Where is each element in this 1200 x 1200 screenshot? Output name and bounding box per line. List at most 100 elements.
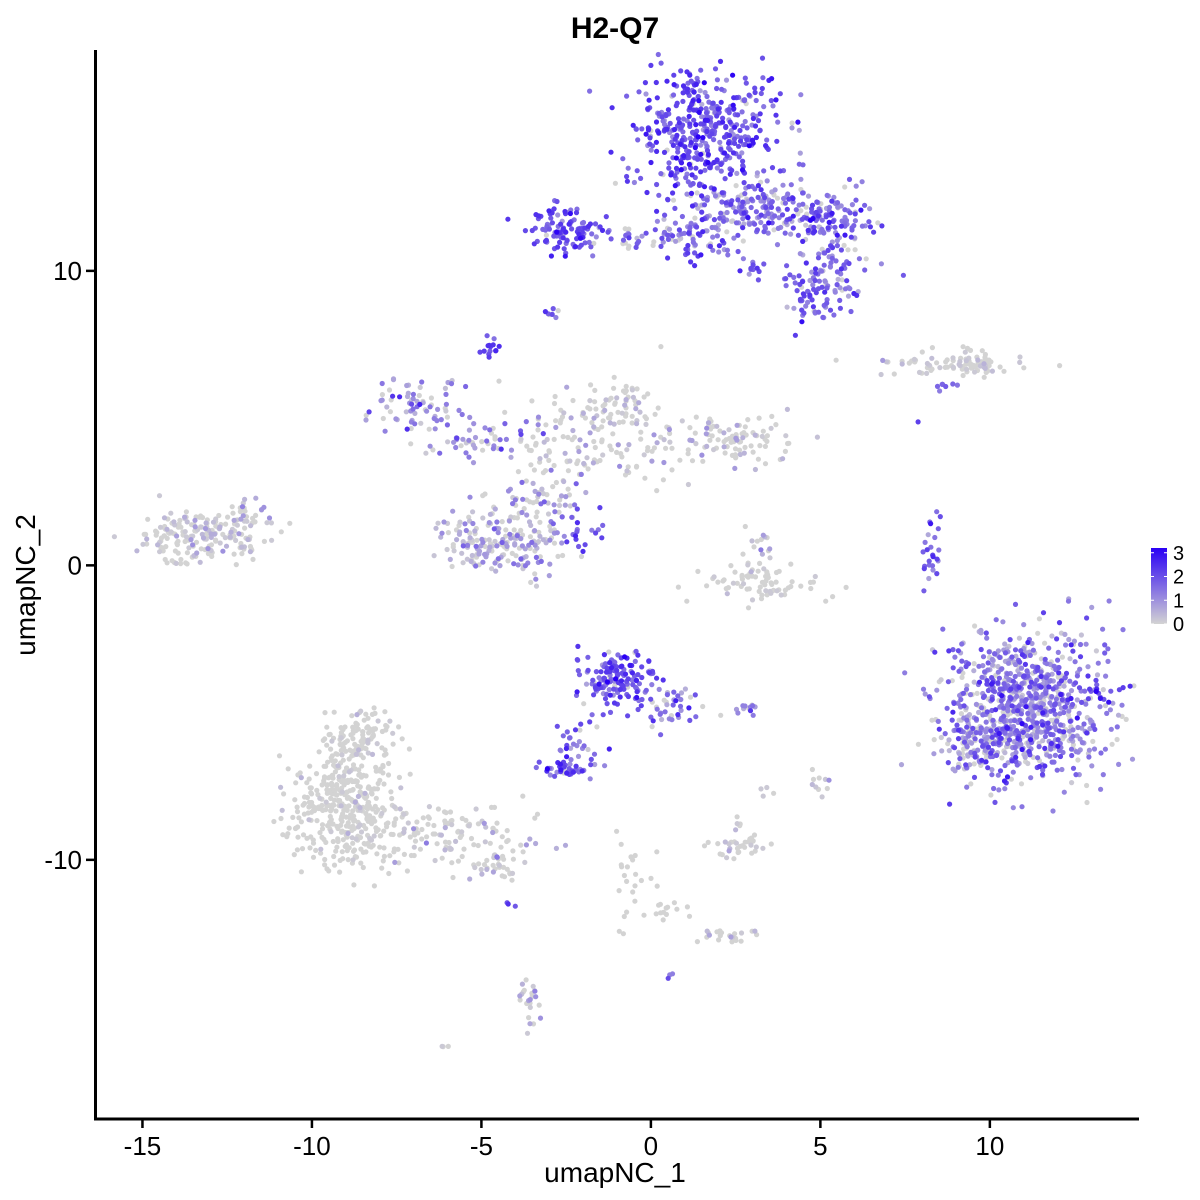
- cell-point: [674, 100, 680, 106]
- cell-point: [161, 515, 168, 521]
- cell-point: [425, 814, 431, 820]
- cell-point: [439, 530, 445, 536]
- cell-point: [629, 387, 636, 393]
- cell-point: [1046, 684, 1052, 690]
- cell-point: [624, 468, 630, 474]
- cell-point: [700, 703, 706, 710]
- cell-point: [717, 933, 723, 939]
- cell-point: [183, 534, 189, 540]
- cell-point: [665, 236, 672, 242]
- cell-point: [358, 790, 364, 796]
- cell-point: [404, 426, 410, 432]
- cell-point: [326, 802, 332, 809]
- cell-point: [519, 509, 525, 516]
- cell-point: [718, 712, 724, 718]
- cell-point: [442, 847, 448, 853]
- cell-point: [328, 808, 334, 814]
- cell-point: [476, 548, 483, 554]
- cell-point: [856, 256, 863, 262]
- cell-point: [490, 869, 496, 875]
- cell-point: [993, 752, 1000, 759]
- cell-point: [790, 195, 796, 201]
- cell-point: [810, 776, 817, 783]
- cell-point: [386, 870, 392, 877]
- cell-point: [363, 711, 369, 717]
- cell-point: [486, 520, 492, 526]
- cell-point: [685, 447, 691, 453]
- cell-point: [601, 675, 607, 681]
- cell-point: [724, 855, 730, 861]
- cell-point: [390, 741, 396, 747]
- cell-point: [321, 763, 327, 769]
- cell-point: [762, 443, 769, 449]
- cell-point: [1012, 601, 1019, 608]
- cell-point: [698, 151, 704, 157]
- cell-point: [958, 696, 964, 703]
- cell-point: [863, 256, 869, 262]
- cell-point: [1070, 648, 1076, 654]
- cell-point: [625, 464, 631, 470]
- cell-point: [687, 425, 693, 431]
- cell-point: [427, 443, 433, 449]
- cell-point: [1089, 763, 1095, 769]
- cell-point: [783, 433, 789, 439]
- cell-point: [306, 776, 312, 782]
- cell-point: [760, 793, 766, 799]
- cell-point: [971, 679, 977, 685]
- cell-point: [425, 821, 431, 827]
- cell-point: [505, 901, 511, 907]
- cell-point: [1019, 681, 1025, 687]
- cell-point: [990, 717, 996, 723]
- cell-point: [521, 987, 527, 993]
- cell-point: [420, 815, 426, 821]
- cell-point: [734, 845, 741, 852]
- cell-point: [774, 195, 781, 201]
- cell-point: [358, 860, 364, 866]
- cell-point: [1057, 363, 1063, 369]
- cell-point: [763, 588, 769, 594]
- cell-point: [1014, 728, 1020, 734]
- cell-point: [687, 72, 693, 78]
- cell-point: [716, 249, 722, 255]
- cell-point: [476, 861, 482, 867]
- cell-point: [529, 539, 535, 546]
- cell-point: [995, 669, 1001, 675]
- cell-point: [749, 597, 756, 603]
- cell-point: [934, 687, 940, 693]
- cell-point: [431, 553, 437, 559]
- cell-point: [469, 552, 475, 559]
- cell-point: [956, 727, 962, 733]
- cell-point: [1100, 687, 1106, 693]
- cell-point: [557, 239, 563, 245]
- cell-point: [1018, 781, 1025, 787]
- cell-point: [752, 85, 758, 91]
- cell-point: [701, 80, 707, 86]
- cell-point: [1065, 598, 1072, 604]
- cell-point: [789, 120, 795, 126]
- cell-point: [578, 553, 585, 560]
- cell-point: [1094, 682, 1100, 688]
- cell-point: [938, 734, 944, 741]
- cell-point: [778, 592, 784, 598]
- cell-point: [796, 161, 802, 167]
- cell-point: [814, 434, 821, 440]
- cell-point: [322, 710, 328, 716]
- cell-point: [325, 759, 331, 765]
- cell-point: [634, 694, 640, 701]
- cell-point: [845, 293, 852, 299]
- cell-point: [526, 447, 533, 453]
- cell-point: [659, 716, 665, 723]
- cell-point: [955, 736, 962, 742]
- cell-point: [515, 469, 522, 475]
- cell-point: [1009, 654, 1015, 660]
- cell-point: [505, 488, 512, 494]
- cell-point: [926, 694, 933, 700]
- cell-point: [450, 508, 456, 514]
- cell-point: [996, 730, 1002, 737]
- cell-point: [1027, 684, 1033, 690]
- cell-point: [698, 67, 704, 73]
- cell-point: [592, 399, 598, 405]
- cell-point: [1077, 641, 1084, 648]
- cell-point: [524, 1030, 531, 1036]
